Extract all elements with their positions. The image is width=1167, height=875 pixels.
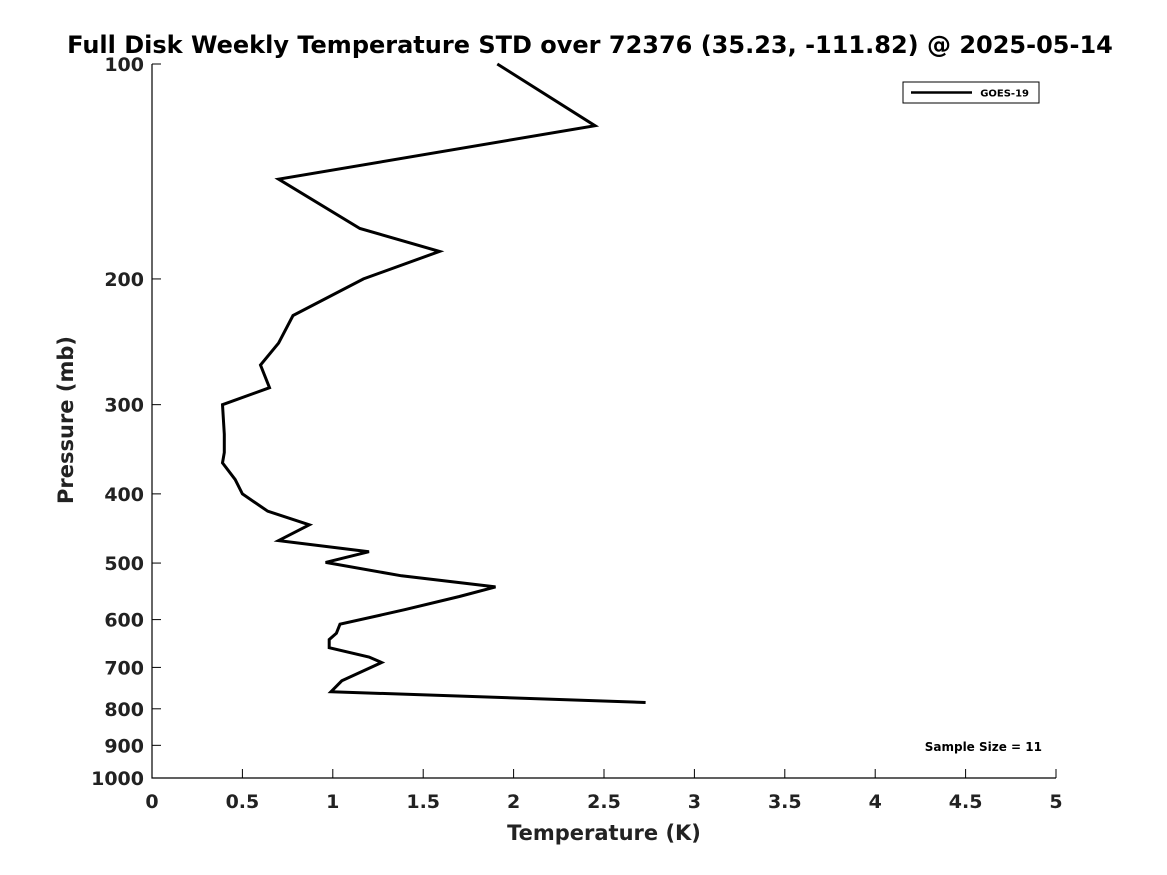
x-axis-ticks: 0 0.5 1 1.5 2 2.5 3 3.5 4 4.5 5 bbox=[145, 769, 1063, 813]
series-layer bbox=[220, 62, 646, 704]
x-tick-label: 1 bbox=[326, 791, 339, 813]
x-tick-label: 0 bbox=[145, 791, 158, 813]
y-tick-label: 300 bbox=[104, 395, 144, 417]
axis-spines bbox=[151, 64, 1056, 779]
y-tick-label: 900 bbox=[104, 735, 144, 757]
y-axis-label: Pressure (mb) bbox=[54, 336, 78, 504]
legend-label-goes-19: GOES-19 bbox=[980, 89, 1029, 100]
y-tick-label: 700 bbox=[104, 657, 144, 679]
legend: GOES-19 bbox=[902, 81, 1040, 104]
x-tick-label: 5 bbox=[1049, 791, 1062, 813]
x-tick-label: 1.5 bbox=[406, 791, 440, 813]
y-tick-label: 200 bbox=[104, 269, 144, 291]
x-tick-label: 2.5 bbox=[587, 791, 621, 813]
x-tick-label: 3 bbox=[688, 791, 701, 813]
y-tick-label: 800 bbox=[104, 699, 144, 721]
x-tick-label: 4 bbox=[869, 791, 882, 813]
x-tick-label: 0.5 bbox=[226, 791, 260, 813]
x-tick-label: 3.5 bbox=[768, 791, 802, 813]
y-axis-ticks: 100 200 300 400 500 600 700 800 900 1000 bbox=[91, 54, 161, 790]
y-tick-label: 500 bbox=[104, 553, 144, 575]
y-tick-label: 400 bbox=[104, 484, 144, 506]
x-axis-label: Temperature (K) bbox=[507, 821, 701, 845]
y-tick-label: 600 bbox=[104, 610, 144, 632]
series-line-goes-19 bbox=[220, 62, 646, 704]
chart-title: Full Disk Weekly Temperature STD over 72… bbox=[67, 31, 1113, 59]
x-tick-label: 4.5 bbox=[949, 791, 983, 813]
sample-size-annotation: Sample Size = 11 bbox=[925, 740, 1042, 754]
y-tick-label: 100 bbox=[104, 54, 144, 76]
x-tick-label: 2 bbox=[507, 791, 520, 813]
y-tick-label: 1000 bbox=[91, 768, 144, 790]
